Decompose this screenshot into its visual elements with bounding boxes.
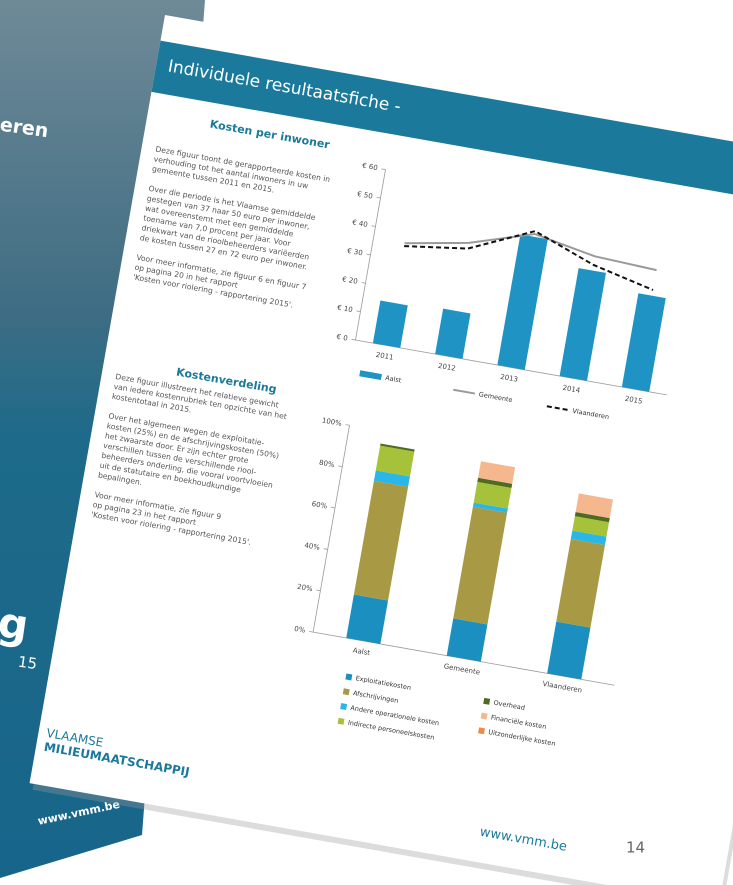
y-tick-label: € 0 [336,333,348,343]
y-tick-label: 100% [321,416,342,427]
tick-mark [345,424,350,426]
line [404,230,654,291]
bar-segment [575,493,614,519]
bar-segment [473,481,512,509]
y-tick-label: 0% [294,625,307,635]
bar-segment [375,445,415,477]
tick-mark [356,310,361,313]
legend-swatch [342,688,350,696]
tick-mark [381,168,386,171]
tick-mark [376,196,381,199]
bar-segment [380,443,415,452]
x-tick-label: 2015 [624,395,643,406]
tick-mark [316,589,321,592]
y-tick-label: 80% [318,459,335,470]
y-tick-label: 60% [311,500,328,511]
bar-segment [353,480,409,601]
bar-segment [472,502,508,513]
y-tick-label: € 20 [342,275,359,286]
tick-mark [309,631,314,633]
legend-swatch [340,703,348,711]
tick-mark [323,548,328,550]
page-sheet [29,15,733,885]
cover-year: 15 [17,653,38,673]
tick-mark [338,465,343,468]
y-tick-label: € 30 [347,247,364,258]
tick-mark [351,338,356,341]
bar-segment [477,477,513,488]
bar-segment [572,516,610,537]
x-tick-label: 2013 [500,373,519,384]
tick-mark [361,282,366,284]
bar-segment [570,530,607,545]
bar-segment [373,470,410,487]
legend-swatch [453,388,476,395]
legend-swatch [345,673,353,681]
x-tick-label: 2011 [375,351,394,362]
bar-segment [574,512,610,523]
legend-swatch [483,697,491,705]
y-tick-label: 40% [304,541,321,552]
x-tick-label: 2014 [562,384,581,395]
bar-segment [556,538,605,628]
y-tick-label: € 50 [357,190,374,201]
bar [435,308,471,359]
bar-segment [446,618,488,662]
bar-segment [478,461,516,484]
tick-mark [366,253,371,256]
bar-segment [346,594,389,644]
x-tick-label: Aalst [352,646,371,657]
legend-swatch [337,717,345,725]
y-tick-label: € 40 [352,218,369,229]
tick-mark [371,225,376,227]
bar [621,293,666,392]
line [404,232,657,272]
y-tick-label: 20% [296,583,313,594]
y-axis [312,425,350,633]
y-axis [355,169,386,341]
bar-segment [453,506,508,625]
bar [372,300,408,348]
legend-swatch [359,370,382,381]
header-band [151,40,733,214]
bar [559,268,607,381]
legend-swatch [546,405,569,412]
tick-mark [330,506,336,509]
legend-swatch [480,712,488,720]
bar-segment [547,621,591,680]
y-tick-label: € 60 [362,162,379,173]
legend-swatch [478,727,485,735]
page-number: 14 [626,839,645,857]
bar [497,234,548,370]
x-tick-label: 2012 [437,362,456,373]
brochure-page: Individuele resultaatsfiche - VLAAMSE MI… [29,15,733,885]
y-tick-label: € 10 [337,304,354,315]
legend-label: Aalst [385,374,403,385]
